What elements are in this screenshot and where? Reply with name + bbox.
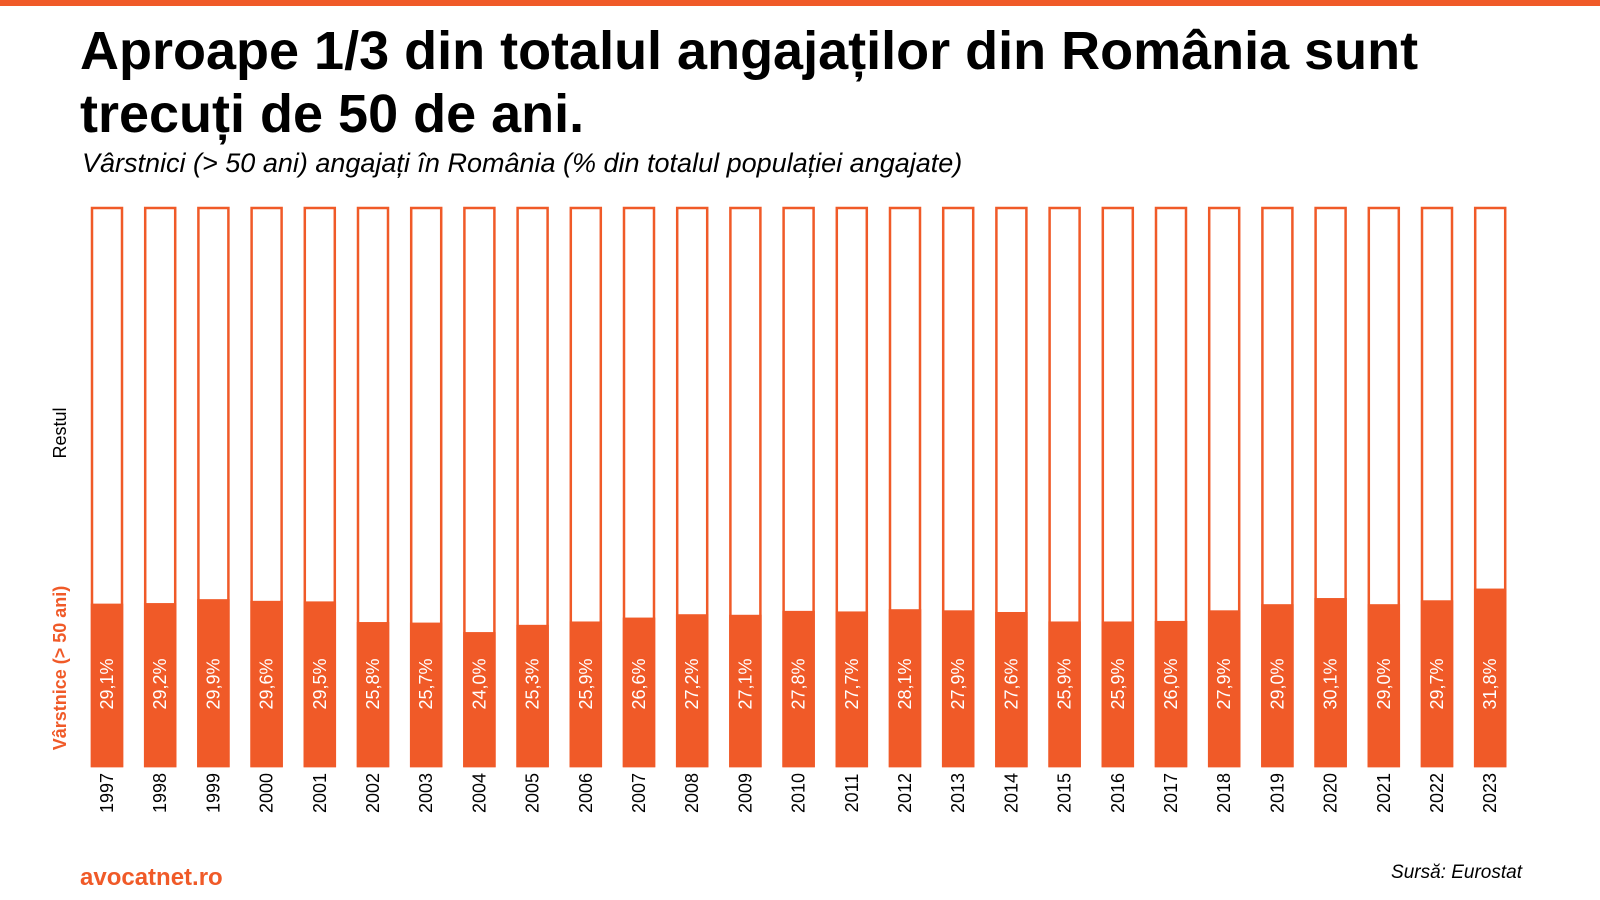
bar-value-label: 25,8%	[363, 658, 383, 709]
legend: Restul Vârstnice (> 50 ani)	[50, 407, 70, 750]
bar-elderly	[90, 603, 124, 768]
bar-value-label: 25,3%	[523, 658, 543, 709]
x-tick-label: 2020	[1321, 773, 1341, 813]
legend-label-elderly: Vârstnice (> 50 ani)	[50, 586, 70, 751]
x-tick-label: 2018	[1214, 773, 1234, 813]
bar-elderly	[888, 609, 922, 768]
bar-elderly	[1420, 600, 1454, 768]
bar-elderly	[356, 622, 390, 768]
chart-title: Aproape 1/3 din totalul angajaților din …	[80, 21, 1419, 144]
bar-value-label: 25,9%	[576, 658, 596, 709]
bar-elderly	[675, 614, 709, 768]
bar-elderly	[1101, 621, 1135, 768]
x-tick-label: 2003	[416, 773, 436, 813]
bar-elderly	[1048, 621, 1081, 768]
brand-logo-text[interactable]: avocatnet.ro	[80, 864, 223, 891]
bar-elderly	[516, 624, 549, 768]
source-note: Sursă: Eurostat	[1391, 862, 1522, 883]
bar-elderly	[409, 622, 443, 768]
bar-value-label: 27,2%	[682, 658, 702, 709]
bar-value-label: 27,1%	[735, 658, 755, 709]
bar-elderly	[729, 614, 762, 768]
x-tick-label: 1999	[203, 773, 223, 813]
bar-elderly	[835, 611, 869, 768]
x-tick-label: 2002	[363, 773, 383, 813]
bar-elderly	[1473, 588, 1507, 768]
bar-value-label: 24,0%	[469, 658, 489, 709]
bar-value-label: 29,5%	[310, 658, 330, 709]
bar-elderly	[303, 601, 337, 768]
top-accent-bar	[0, 0, 1600, 6]
bar-elderly	[622, 617, 656, 768]
bar-elderly	[1154, 620, 1188, 768]
bar-value-label: 27,6%	[1001, 658, 1021, 709]
bar-value-label: 27,9%	[948, 658, 968, 709]
x-tick-label: 2015	[1055, 773, 1075, 813]
x-tick-label: 2012	[895, 773, 915, 813]
bar-value-label: 29,9%	[203, 658, 223, 709]
x-tick-label: 2009	[735, 773, 755, 813]
bar-value-label: 29,6%	[257, 658, 277, 709]
bar-value-label: 29,2%	[150, 658, 170, 709]
bar-elderly	[1314, 598, 1347, 768]
x-tick-label: 2010	[789, 773, 809, 813]
x-tick-label: 2017	[1161, 773, 1181, 813]
bar-elderly	[782, 610, 815, 768]
bar-elderly	[463, 632, 496, 768]
bar-value-label: 25,7%	[416, 658, 436, 709]
x-tick-label: 2013	[948, 773, 968, 813]
bar-value-label: 29,0%	[1267, 658, 1287, 709]
bar-value-label: 28,1%	[895, 658, 915, 709]
x-tick-label: 2005	[523, 773, 543, 813]
x-tick-label: 1998	[150, 773, 170, 813]
x-tick-label: 2023	[1480, 773, 1500, 813]
bar-elderly	[197, 599, 230, 768]
x-tick-label: 2022	[1427, 773, 1447, 813]
x-tick-label: 2001	[310, 773, 330, 813]
x-tick-label: 2014	[1001, 773, 1021, 813]
x-tick-label: 2007	[629, 773, 649, 813]
bar-value-label: 25,9%	[1108, 658, 1128, 709]
legend-label-rest: Restul	[50, 407, 70, 458]
bar-value-label: 26,0%	[1161, 658, 1181, 709]
bar-value-label: 30,1%	[1321, 658, 1341, 709]
bar-elderly	[143, 603, 177, 768]
bar-elderly	[1261, 604, 1294, 768]
stacked-bar-chart: Restul Vârstnice (> 50 ani) 29,1%199729,…	[50, 206, 1507, 813]
bar-value-label: 27,8%	[789, 658, 809, 709]
x-tick-label: 2004	[469, 773, 489, 813]
x-tick-label: 1997	[97, 773, 117, 813]
bar-value-label: 25,9%	[1055, 658, 1075, 709]
bar-elderly	[250, 600, 283, 768]
bars: 29,1% 1997 29,2% 1998 29,9% 1999 29,6% 2000 29,5…	[90, 206, 1507, 813]
bar-elderly	[941, 610, 975, 768]
bar-value-label: 26,6%	[629, 658, 649, 709]
bar-elderly	[1207, 610, 1241, 768]
bar-value-label: 29,1%	[97, 658, 117, 709]
x-tick-label: 2019	[1267, 773, 1287, 813]
bar-elderly	[569, 621, 603, 768]
x-tick-label: 2011	[842, 774, 862, 813]
chart-subtitle: Vârstnici (> 50 ani) angajați în România…	[82, 148, 963, 178]
bar-value-label: 29,0%	[1374, 658, 1394, 709]
bar-value-label: 31,8%	[1480, 658, 1500, 709]
bar-value-label: 29,7%	[1427, 658, 1447, 709]
x-tick-label: 2000	[257, 773, 277, 813]
bar-elderly	[995, 611, 1028, 768]
x-tick-label: 2006	[576, 773, 596, 813]
x-tick-label: 2008	[682, 773, 702, 813]
x-tick-label: 2016	[1108, 773, 1128, 813]
bar-value-label: 27,7%	[842, 658, 862, 709]
bar-elderly	[1367, 604, 1401, 768]
bar-value-label: 27,9%	[1214, 658, 1234, 709]
x-tick-label: 2021	[1374, 773, 1394, 813]
